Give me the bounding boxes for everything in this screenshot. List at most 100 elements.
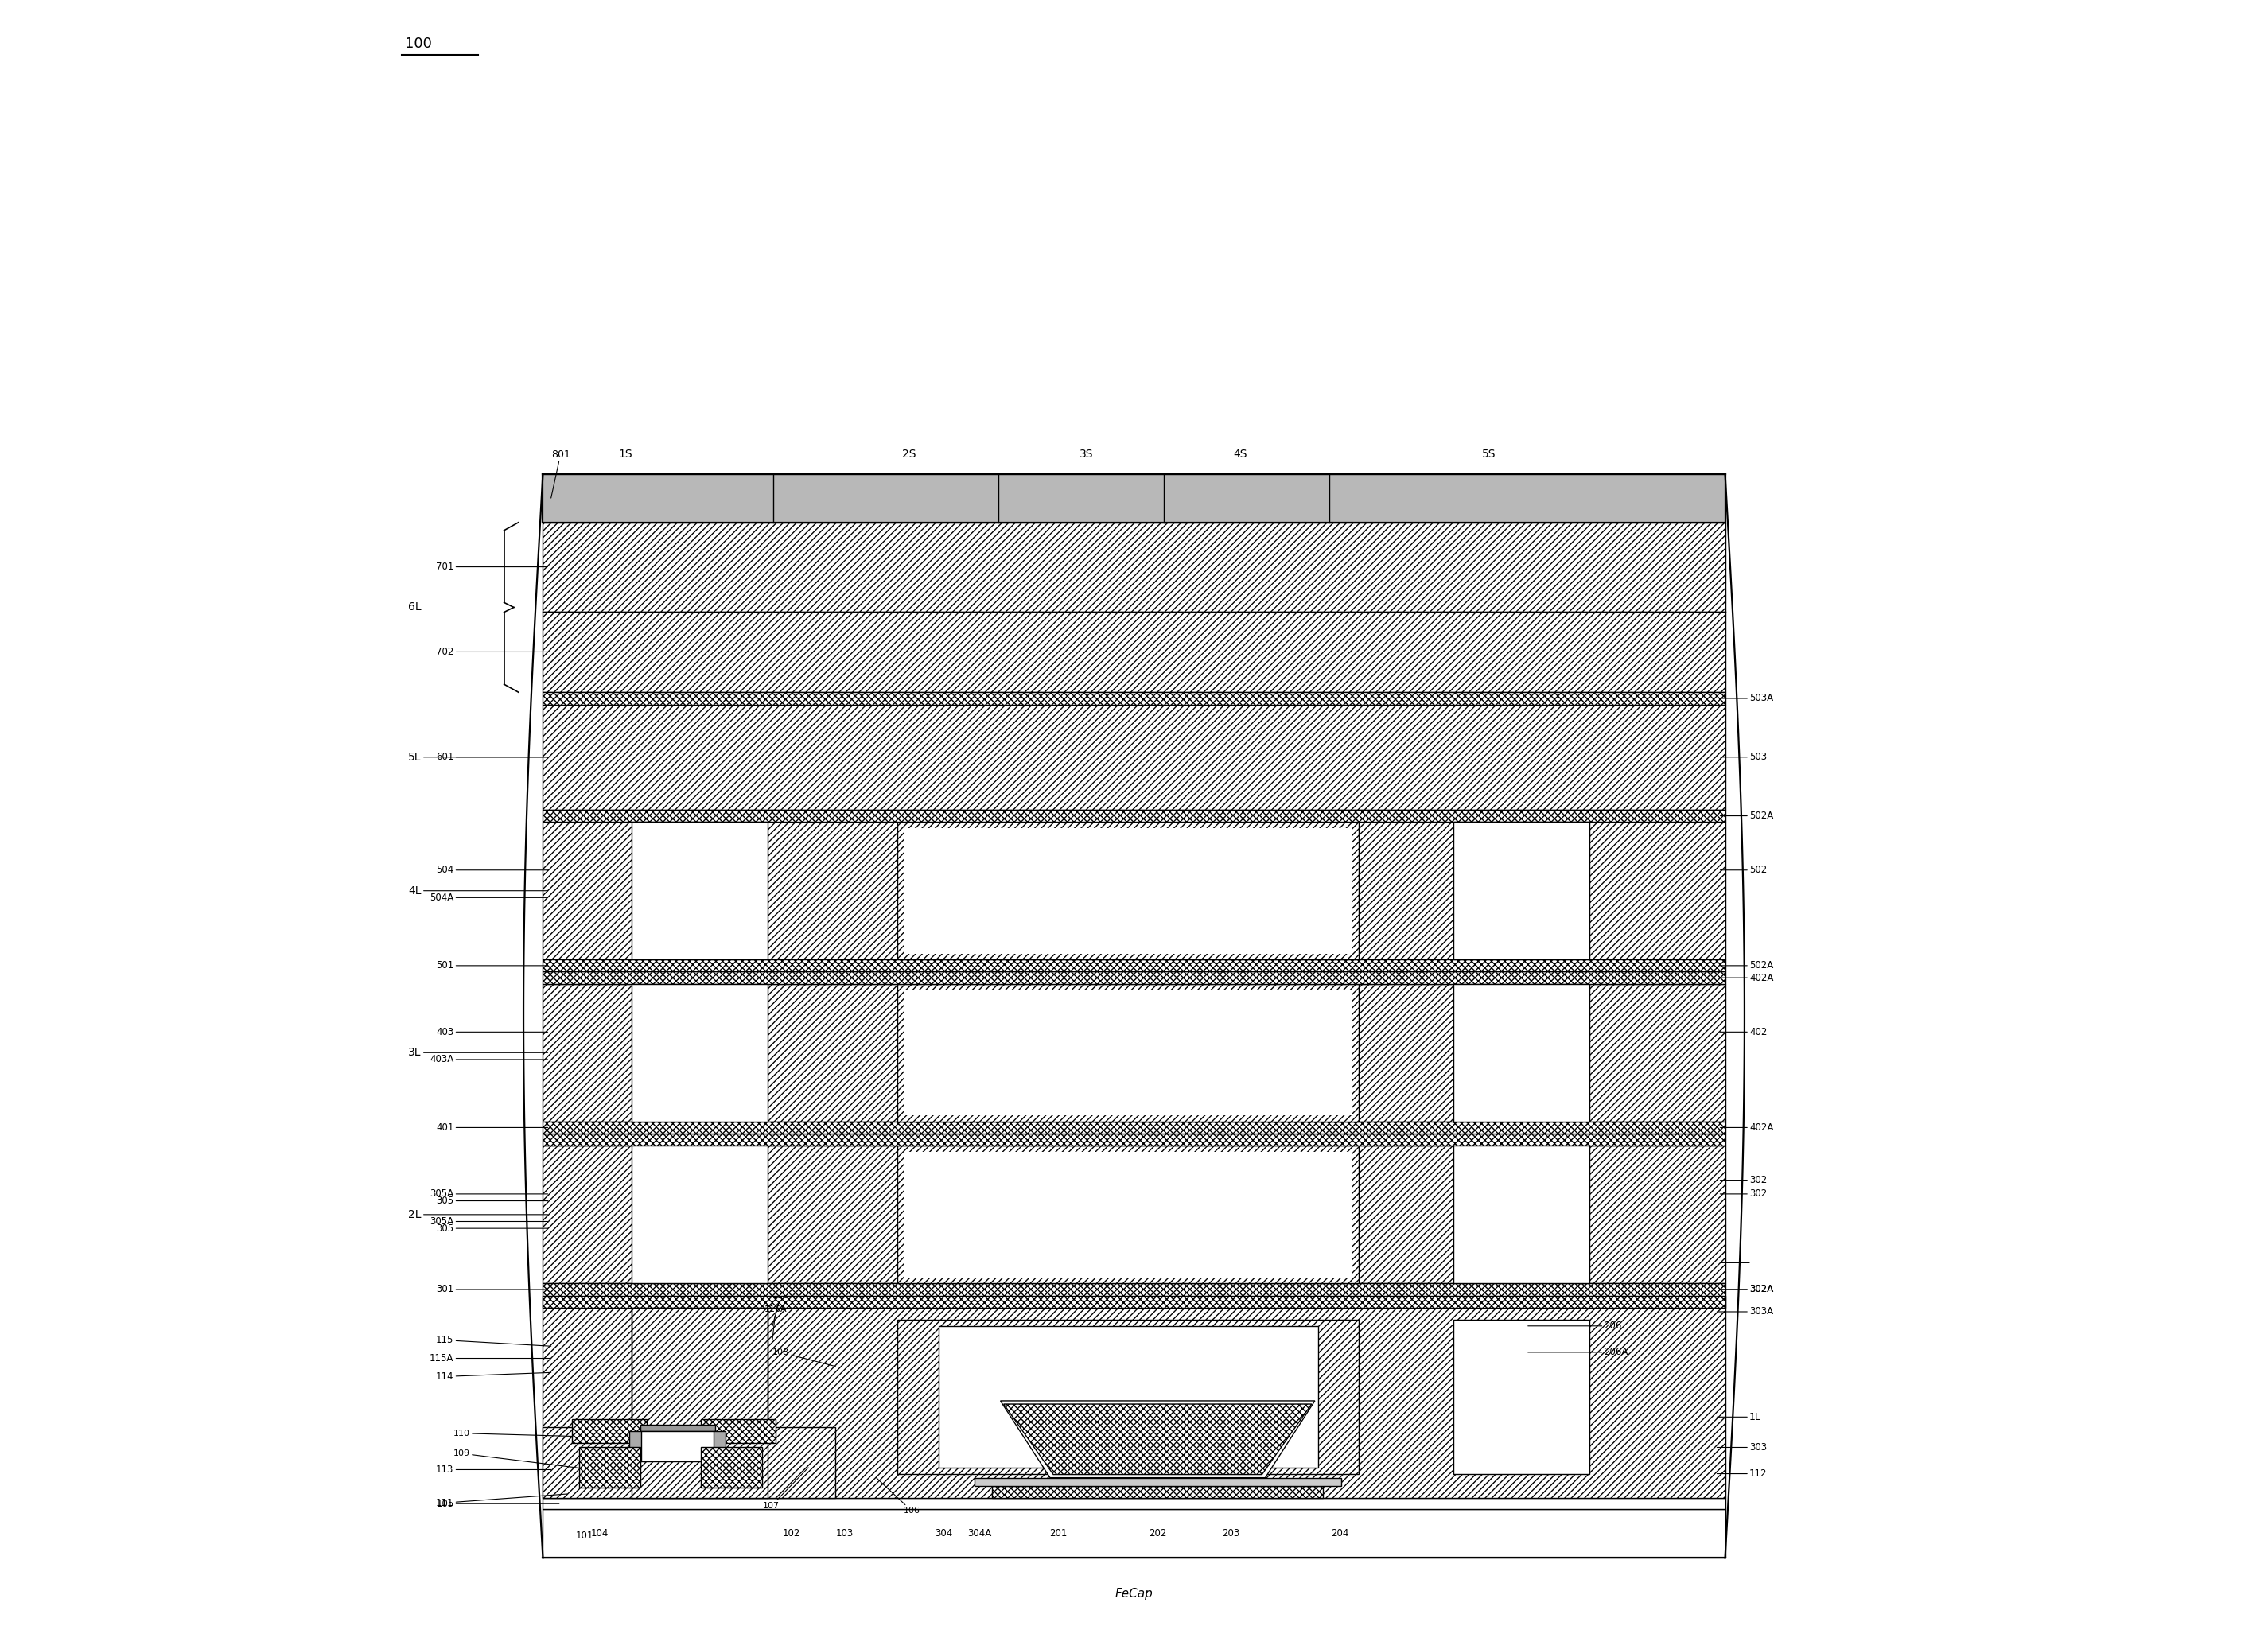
Text: 301: 301 xyxy=(435,1285,549,1294)
Text: 601: 601 xyxy=(435,751,549,763)
Text: 101: 101 xyxy=(576,1530,594,1541)
Text: 4S: 4S xyxy=(1234,449,1247,460)
Text: 502A: 502A xyxy=(1719,961,1774,971)
Text: 5L: 5L xyxy=(408,751,549,763)
Text: 302A: 302A xyxy=(1719,1285,1774,1294)
Bar xyxy=(1454,1146,1590,1283)
Bar xyxy=(898,984,1359,1122)
Text: 2L: 2L xyxy=(408,1210,549,1220)
Text: 116A: 116A xyxy=(764,1306,787,1340)
Text: 108: 108 xyxy=(773,1348,835,1366)
Text: 112: 112 xyxy=(1717,1468,1767,1480)
Bar xyxy=(542,473,1726,522)
Text: 102: 102 xyxy=(782,1528,801,1538)
Text: 104: 104 xyxy=(590,1528,608,1538)
Polygon shape xyxy=(1000,1402,1315,1478)
Text: 110: 110 xyxy=(454,1429,610,1437)
Bar xyxy=(898,1146,1359,1283)
Bar xyxy=(542,522,1726,611)
Text: 206A: 206A xyxy=(1529,1346,1628,1358)
Text: 302: 302 xyxy=(1719,1189,1767,1198)
Bar xyxy=(991,1486,1322,1498)
Text: 206: 206 xyxy=(1529,1320,1622,1332)
Text: 1L: 1L xyxy=(1717,1411,1762,1423)
Bar xyxy=(701,1447,762,1488)
Text: 5S: 5S xyxy=(1481,449,1495,460)
Bar xyxy=(1454,1320,1590,1473)
Bar xyxy=(542,1428,835,1498)
Text: 303: 303 xyxy=(1717,1442,1767,1452)
Text: 403A: 403A xyxy=(431,1054,549,1065)
Text: 504A: 504A xyxy=(431,893,549,902)
Text: 701: 701 xyxy=(435,561,549,572)
Text: 114: 114 xyxy=(435,1371,551,1382)
Bar xyxy=(1454,821,1590,959)
Bar xyxy=(898,1320,1359,1473)
Bar xyxy=(631,1146,767,1283)
Bar xyxy=(542,959,1726,972)
Bar xyxy=(542,1122,1726,1133)
Bar xyxy=(542,1146,1726,1283)
Text: 402A: 402A xyxy=(1719,972,1774,984)
Text: 402: 402 xyxy=(1719,1028,1767,1037)
Text: 302: 302 xyxy=(1719,1176,1767,1185)
Text: 100: 100 xyxy=(406,37,433,50)
Text: 201: 201 xyxy=(1050,1528,1068,1538)
Bar xyxy=(542,810,1726,821)
Bar xyxy=(939,1325,1318,1468)
Text: 503A: 503A xyxy=(1719,693,1774,704)
Text: 111: 111 xyxy=(435,1494,567,1507)
Text: 3S: 3S xyxy=(1080,449,1093,460)
Text: 203: 203 xyxy=(1222,1528,1238,1538)
Text: 3L: 3L xyxy=(408,1047,549,1059)
Bar xyxy=(1454,984,1590,1122)
Text: 502A: 502A xyxy=(1719,811,1774,821)
Bar xyxy=(631,1307,767,1498)
Text: 205A: 205A xyxy=(1220,1389,1252,1406)
Bar xyxy=(542,984,1726,1122)
Bar xyxy=(542,611,1726,693)
Bar xyxy=(903,1151,1352,1278)
Text: 1S: 1S xyxy=(619,449,633,460)
Text: 502: 502 xyxy=(1719,865,1767,875)
Text: 106: 106 xyxy=(875,1478,921,1515)
Text: 2S: 2S xyxy=(903,449,916,460)
Polygon shape xyxy=(1005,1405,1311,1475)
Bar xyxy=(628,1431,642,1462)
Text: 304: 304 xyxy=(934,1528,953,1538)
Text: 204: 204 xyxy=(1331,1528,1349,1538)
Text: 303A: 303A xyxy=(1717,1307,1774,1317)
Text: 503: 503 xyxy=(1719,751,1767,763)
Text: 103: 103 xyxy=(835,1528,853,1538)
Bar xyxy=(542,972,1726,984)
Text: 305A: 305A xyxy=(431,1189,549,1198)
Bar xyxy=(542,1296,1726,1307)
Bar xyxy=(542,1509,1726,1558)
Bar xyxy=(542,1498,1726,1509)
Text: 801: 801 xyxy=(551,449,569,498)
Text: 202: 202 xyxy=(1150,1528,1166,1538)
Bar xyxy=(578,1447,640,1488)
Text: 113: 113 xyxy=(435,1465,551,1475)
Bar xyxy=(542,1283,1726,1296)
Bar xyxy=(903,990,1352,1115)
Text: 4L: 4L xyxy=(408,885,549,896)
Bar xyxy=(701,1419,776,1444)
Bar xyxy=(542,704,1726,810)
Text: 302A: 302A xyxy=(1719,1285,1774,1294)
Bar xyxy=(572,1419,646,1444)
Text: 304A: 304A xyxy=(966,1528,991,1538)
Bar xyxy=(640,1424,714,1431)
Text: 205: 205 xyxy=(1220,1377,1254,1398)
Bar xyxy=(542,1296,1726,1498)
Bar xyxy=(542,1133,1726,1146)
Text: 402A: 402A xyxy=(1719,1122,1774,1133)
Text: 305: 305 xyxy=(435,1195,549,1206)
Text: 305: 305 xyxy=(435,1223,549,1234)
Text: 504: 504 xyxy=(435,865,549,875)
Text: 116: 116 xyxy=(773,1291,789,1325)
Bar xyxy=(714,1431,726,1462)
Text: 401: 401 xyxy=(435,1122,549,1133)
Bar xyxy=(898,821,1359,959)
Bar xyxy=(542,821,1726,959)
